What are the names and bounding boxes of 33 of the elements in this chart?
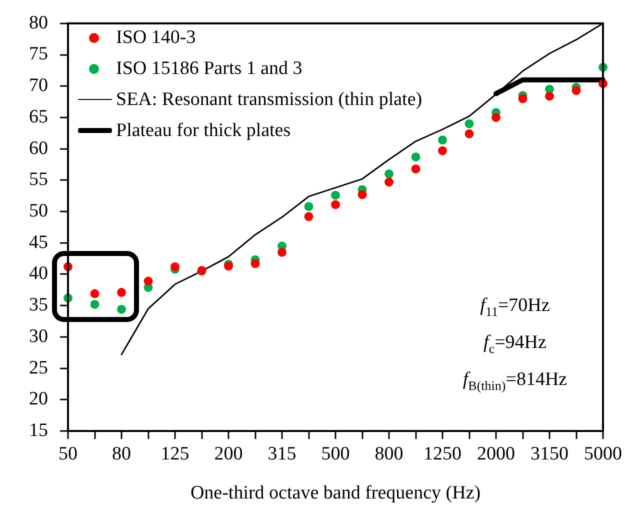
y-tick-label: 65 xyxy=(29,106,48,128)
x-tick-label: 200 xyxy=(214,443,243,464)
x-tick-label: 125 xyxy=(160,443,190,464)
annotation: f$_{B(thin)}$=814Hz xyxy=(462,368,568,395)
y-tick-label: 70 xyxy=(29,75,48,96)
y-tick-label: 35 xyxy=(29,294,48,316)
x-tick-label: 50 xyxy=(58,443,78,464)
x-tick-label: 5000 xyxy=(584,443,622,464)
x-tick-label: 800 xyxy=(374,443,404,464)
y-tick-label: 40 xyxy=(29,263,48,284)
x-tick-label: 3150 xyxy=(530,443,568,464)
annotation: f$_{c}$=94Hz xyxy=(482,330,548,358)
y-tick-label: 75 xyxy=(29,44,48,65)
y-tick-label: 80 xyxy=(29,12,48,34)
x-tick-label: 315 xyxy=(268,443,296,464)
y-tick-label: 25 xyxy=(29,357,48,378)
x-tick-label: 500 xyxy=(321,443,350,464)
x-axis-title: One-third octave band frequency (Hz) xyxy=(190,482,481,504)
legend-label: ISO 140-3 xyxy=(116,26,196,50)
legend-label: ISO 15186 Parts 1 and 3 xyxy=(116,57,302,81)
x-tick-label: 1250 xyxy=(424,443,462,464)
y-tick-label: 20 xyxy=(29,388,48,410)
y-tick-label: 45 xyxy=(29,232,48,253)
y-tick-label: 55 xyxy=(29,169,48,190)
legend-label: SEA: Resonant transmission (thin plate) xyxy=(116,88,422,112)
legend-label: Plateau for thick plates xyxy=(116,119,291,143)
annotation: f$_{11}$=70Hz xyxy=(479,294,551,321)
x-tick-label: 80 xyxy=(112,443,131,464)
y-tick-label: 60 xyxy=(29,138,48,159)
y-tick-label: 30 xyxy=(29,326,48,347)
y-tick-label: 15 xyxy=(29,420,48,441)
x-tick-label: 2000 xyxy=(477,443,515,464)
y-tick-label: 50 xyxy=(29,200,48,222)
